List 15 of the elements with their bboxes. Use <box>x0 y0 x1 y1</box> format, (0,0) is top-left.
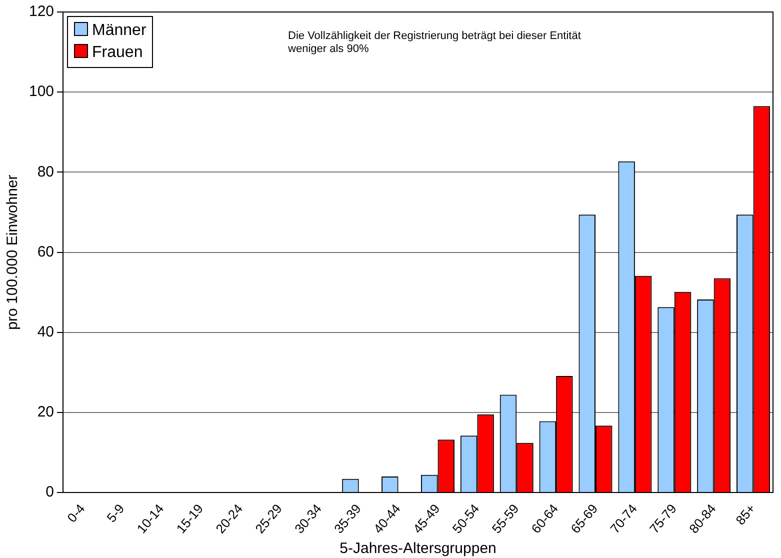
y-tick-label: 60 <box>37 243 54 260</box>
x-tick-label: 5-9 <box>104 501 128 526</box>
y-tick-label: 20 <box>37 404 54 421</box>
y-tick-label: 0 <box>46 484 54 501</box>
annotation: Die Vollzähligkeit der Registrierung beträgt bei dieser Entität weniger als 90% <box>288 30 582 56</box>
y-tick-label: 80 <box>37 163 54 180</box>
legend-label: Frauen <box>92 44 143 61</box>
y-axis-title: pro 100.000 Einwohner <box>4 174 22 330</box>
y-tick-label: 40 <box>37 323 54 340</box>
x-axis-title: 5-Jahres-Altersgruppen <box>340 540 496 558</box>
legend-label: Männer <box>92 22 146 39</box>
x-tick-label: 0-4 <box>64 501 88 526</box>
y-tick-label: 120 <box>28 3 54 20</box>
x-tick-label: 85+ <box>732 501 758 528</box>
y-tick-label: 100 <box>28 83 54 100</box>
